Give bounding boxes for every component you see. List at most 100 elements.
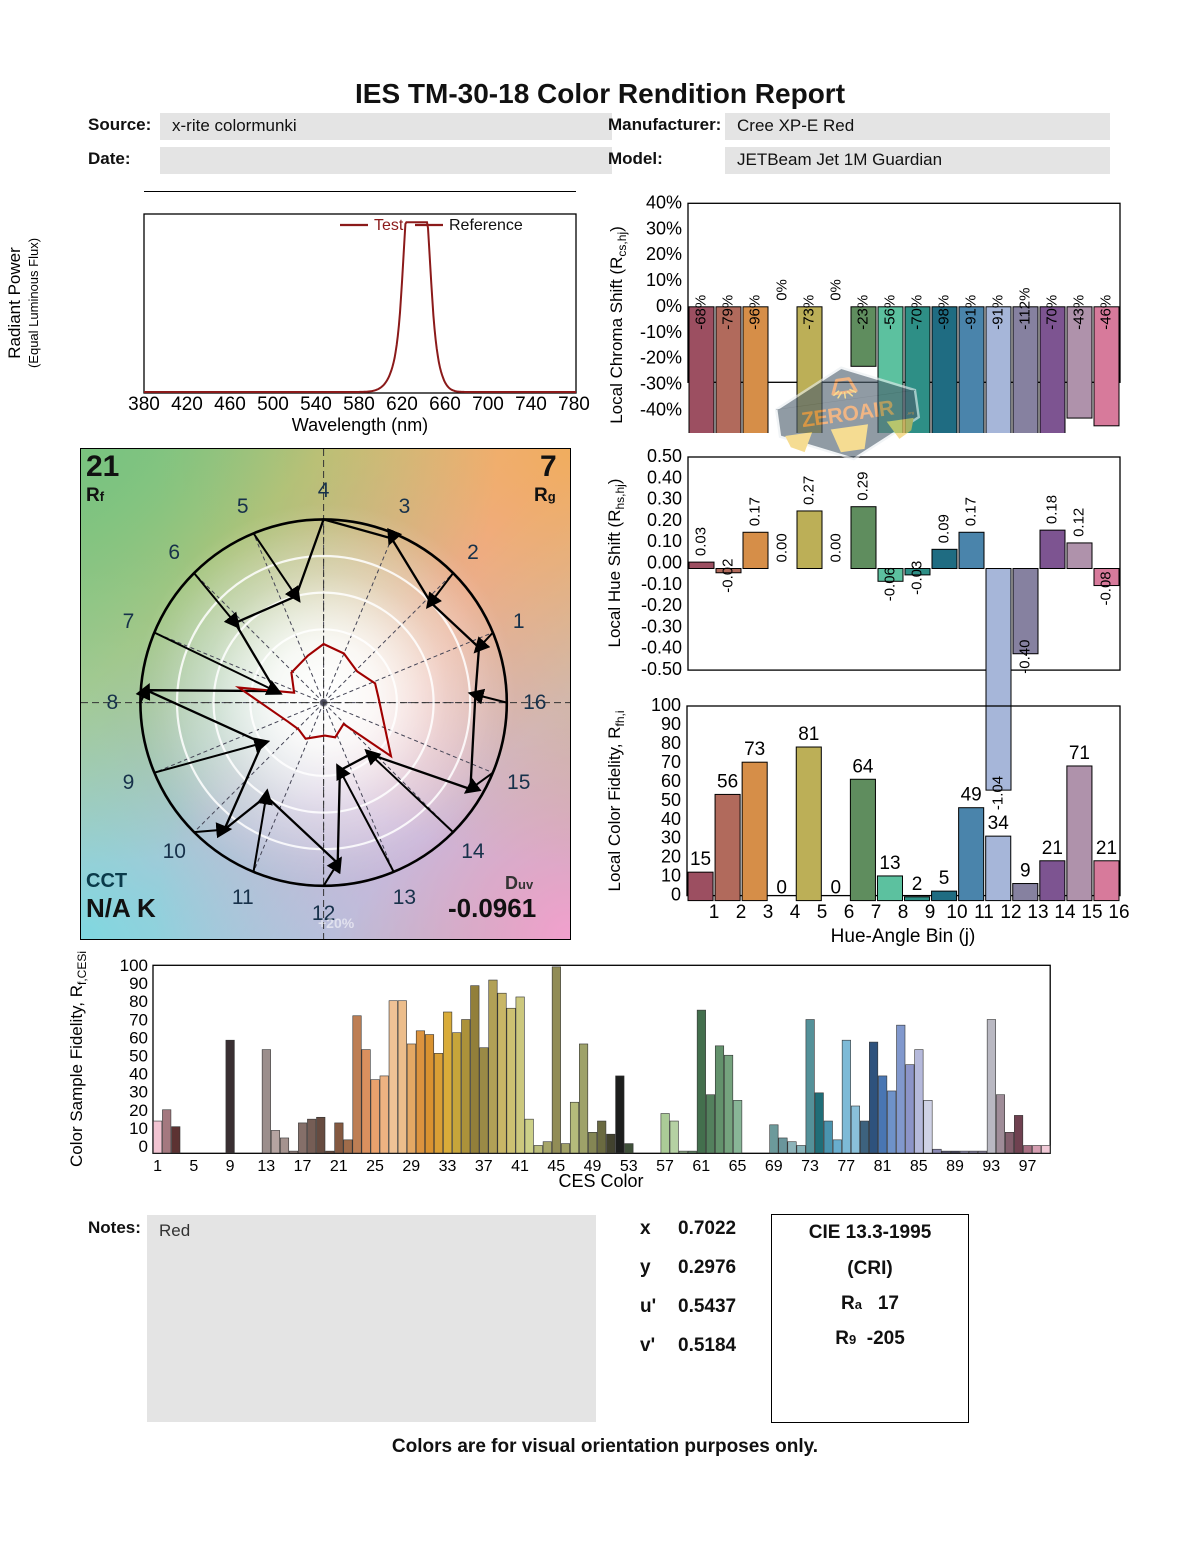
svg-text:Hue-Angle Bin (j): Hue-Angle Bin (j) (831, 926, 976, 947)
svg-text:13: 13 (879, 853, 900, 874)
svg-text:2: 2 (912, 874, 923, 895)
svg-text:41: 41 (511, 1158, 529, 1175)
svg-text:Reference: Reference (449, 217, 523, 234)
svg-text:-112%: -112% (1017, 288, 1034, 330)
svg-text:81: 81 (798, 724, 819, 745)
svg-text:460: 460 (214, 394, 246, 415)
svg-text:20: 20 (661, 847, 681, 867)
svg-text:10: 10 (129, 1119, 148, 1138)
svg-text:17: 17 (294, 1158, 312, 1175)
svg-text:-0.03: -0.03 (909, 561, 926, 595)
svg-text:(Equal Luminous Flux): (Equal Luminous Flux) (26, 238, 41, 368)
svg-text:Radiant Power: Radiant Power (5, 247, 24, 359)
svg-text:80: 80 (661, 733, 681, 753)
svg-text:-70%: -70% (1044, 295, 1061, 330)
svg-text:77: 77 (837, 1158, 855, 1175)
svg-text:37: 37 (475, 1158, 493, 1175)
svg-text:21: 21 (1096, 838, 1117, 859)
svg-text:93: 93 (982, 1158, 1000, 1175)
svg-text:100: 100 (651, 695, 681, 715)
svg-text:7: 7 (871, 902, 882, 923)
svg-text:12: 12 (1000, 902, 1021, 923)
svg-text:90: 90 (661, 714, 681, 734)
svg-text:25: 25 (366, 1158, 384, 1175)
svg-text:0.50: 0.50 (647, 446, 682, 466)
svg-text:660: 660 (429, 394, 461, 415)
svg-text:13: 13 (1027, 902, 1048, 923)
svg-text:29: 29 (402, 1158, 420, 1175)
svg-text:6: 6 (844, 902, 855, 923)
svg-text:4: 4 (790, 902, 801, 923)
svg-text:11: 11 (974, 902, 994, 923)
svg-text:-98%: -98% (936, 295, 953, 330)
svg-text:30: 30 (129, 1083, 148, 1102)
svg-text:-70%: -70% (909, 295, 926, 330)
svg-text:21: 21 (330, 1158, 348, 1175)
svg-text:-0.40: -0.40 (1017, 640, 1034, 674)
svg-text:-0.10: -0.10 (641, 574, 682, 594)
svg-text:21: 21 (1042, 838, 1063, 859)
svg-text:-96%: -96% (747, 295, 764, 330)
svg-text:8: 8 (898, 902, 909, 923)
svg-text:5: 5 (939, 868, 950, 889)
svg-text:90: 90 (129, 974, 148, 993)
svg-text:Color Sample Fidelity, Rf,CESi: Color Sample Fidelity, Rf,CESi (67, 951, 89, 1167)
svg-text:1: 1 (153, 1158, 162, 1175)
svg-text:10: 10 (661, 866, 681, 886)
svg-text:-0.50: -0.50 (641, 659, 682, 679)
svg-text:3: 3 (763, 902, 774, 923)
svg-text:0.09: 0.09 (936, 514, 953, 543)
svg-text:-0.02: -0.02 (720, 559, 737, 593)
svg-text:40: 40 (661, 809, 681, 829)
svg-text:30%: 30% (646, 218, 682, 238)
svg-text:Local Hue Shift (Rhs,hj): Local Hue Shift (Rhs,hj) (605, 479, 627, 648)
svg-text:60: 60 (661, 771, 681, 791)
svg-text:500: 500 (257, 394, 289, 415)
svg-text:420: 420 (171, 394, 203, 415)
svg-text:0: 0 (831, 878, 842, 899)
svg-text:56: 56 (717, 771, 738, 792)
svg-text:0.40: 0.40 (647, 467, 682, 487)
svg-text:-91%: -91% (990, 295, 1007, 330)
svg-text:34: 34 (988, 813, 1010, 834)
svg-text:50: 50 (129, 1047, 148, 1066)
svg-text:-20%: -20% (640, 348, 682, 368)
svg-text:Local Chroma Shift (Rcs,hj): Local Chroma Shift (Rcs,hj) (607, 226, 629, 424)
svg-text:33: 33 (439, 1158, 457, 1175)
svg-text:60: 60 (129, 1028, 148, 1047)
svg-text:0.30: 0.30 (647, 489, 682, 509)
svg-text:0.10: 0.10 (647, 531, 682, 551)
svg-text:0%: 0% (774, 279, 791, 301)
svg-text:9: 9 (226, 1158, 235, 1175)
svg-text:0: 0 (776, 878, 787, 899)
svg-text:0.03: 0.03 (693, 527, 710, 556)
svg-text:-10%: -10% (640, 322, 682, 342)
svg-text:0%: 0% (656, 296, 682, 316)
svg-text:20: 20 (129, 1101, 148, 1120)
svg-text:-46%: -46% (1098, 295, 1115, 330)
svg-text:71: 71 (1069, 743, 1090, 764)
svg-text:620: 620 (386, 394, 418, 415)
svg-text:73: 73 (801, 1158, 819, 1175)
svg-text:Test: Test (374, 217, 404, 234)
svg-text:700: 700 (472, 394, 504, 415)
svg-text:81: 81 (874, 1158, 892, 1175)
svg-text:70: 70 (129, 1010, 148, 1029)
svg-text:380: 380 (128, 394, 160, 415)
svg-text:0.17: 0.17 (747, 497, 764, 526)
svg-text:50: 50 (661, 790, 681, 810)
svg-text:10%: 10% (646, 270, 682, 290)
svg-text:5: 5 (189, 1158, 198, 1175)
svg-text:0.20: 0.20 (647, 510, 682, 530)
svg-text:2: 2 (736, 902, 747, 923)
svg-text:-0.06: -0.06 (882, 567, 899, 601)
svg-text:-0.08: -0.08 (1098, 571, 1115, 605)
svg-text:57: 57 (656, 1158, 674, 1175)
svg-text:580: 580 (343, 394, 375, 415)
svg-text:-0.30: -0.30 (641, 616, 682, 636)
svg-text:0.12: 0.12 (1071, 508, 1088, 537)
svg-text:69: 69 (765, 1158, 783, 1175)
svg-text:0%: 0% (828, 279, 845, 301)
svg-text:-43%: -43% (1071, 295, 1088, 330)
svg-text:49: 49 (961, 785, 982, 806)
